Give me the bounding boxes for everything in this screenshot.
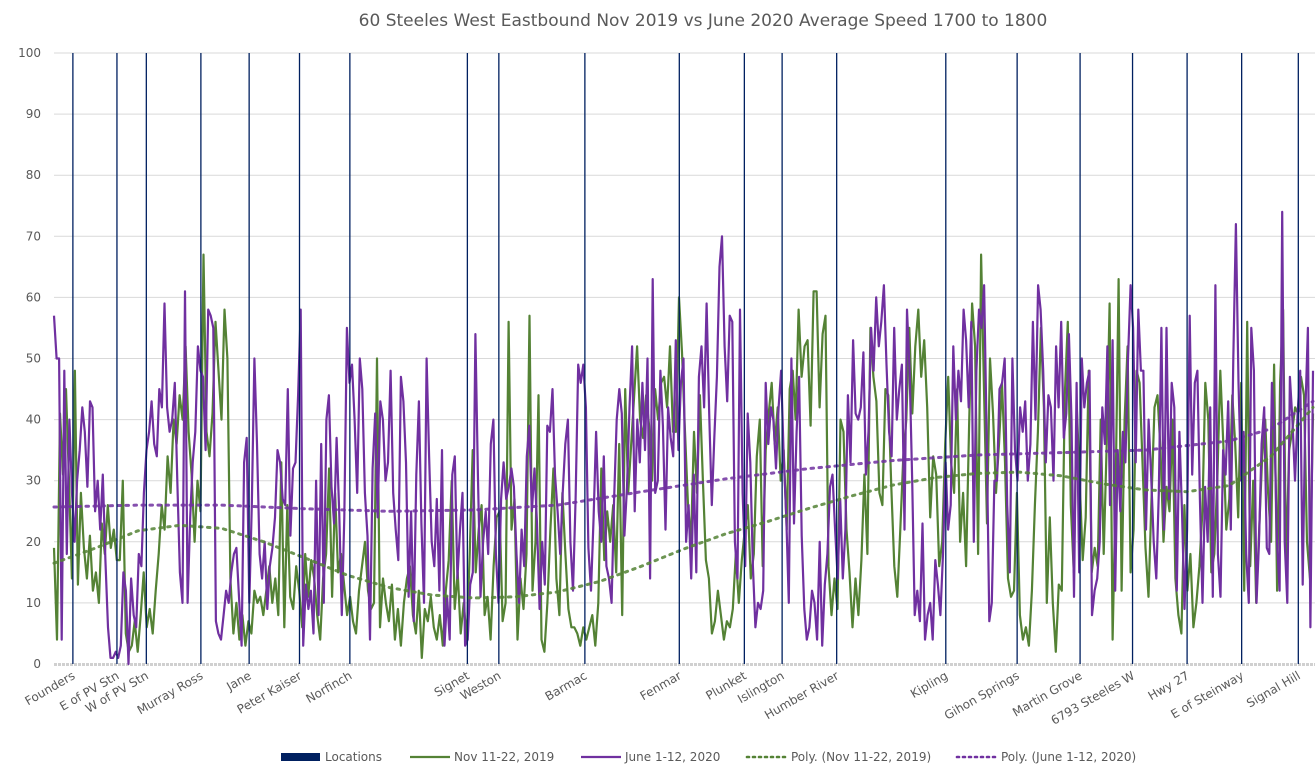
y-tick-label: 0 [33, 657, 41, 671]
x-tick-label: Hwy 27 [1146, 668, 1192, 703]
legend-swatch [281, 753, 320, 761]
y-tick-label: 20 [26, 535, 41, 549]
x-tick-label: Norfinch [304, 668, 355, 705]
trendline-nov [52, 405, 1315, 600]
y-tick-label: 30 [26, 474, 41, 488]
legend: Locations Nov 11-22, 2019 June 1-12, 2020 P… [281, 750, 1136, 764]
y-tick-label: 70 [26, 229, 41, 243]
y-tick-label: 90 [26, 107, 41, 121]
legend-label: Poly. (Nov 11-22, 2019) [791, 750, 931, 764]
y-tick-label: 10 [26, 596, 41, 610]
legend-label: Nov 11-22, 2019 [454, 750, 554, 764]
legend-label: June 1-12, 2020 [624, 750, 720, 764]
legend-item: Nov 11-22, 2019 [410, 750, 554, 764]
x-tick-label: Barmac [543, 668, 590, 703]
y-tick-label: 40 [26, 413, 41, 427]
y-tick-label: 100 [18, 46, 41, 60]
legend-item: June 1-12, 2020 [581, 750, 720, 764]
x-tick-label: Signal Hill [1244, 668, 1303, 710]
y-tick-label: 50 [26, 352, 41, 366]
legend-item: Poly. (Nov 11-22, 2019) [745, 750, 931, 764]
location-lines [72, 53, 1299, 664]
legend-label: Poly. (June 1-12, 2020) [1001, 750, 1136, 764]
x-tick-label: Jane [223, 668, 253, 694]
series-group [52, 210, 1315, 666]
y-axis-ticks: 0 10 20 30 40 50 60 70 80 90 100 [18, 46, 41, 671]
series-line-june [52, 210, 1315, 666]
legend-item: Poly. (June 1-12, 2020) [955, 750, 1136, 764]
x-tick-label: Fenmar [638, 668, 684, 703]
trendline-june [52, 399, 1315, 513]
y-tick-label: 80 [26, 168, 41, 182]
chart-title: 60 Steeles West Eastbound Nov 2019 vs Ju… [359, 11, 1048, 31]
legend-label: Locations [325, 750, 382, 764]
x-tick-label: Gihon Springs [942, 668, 1022, 722]
x-tick-label: Kipling [908, 668, 950, 700]
legend-item: Locations [281, 750, 382, 764]
y-tick-label: 60 [26, 290, 41, 304]
